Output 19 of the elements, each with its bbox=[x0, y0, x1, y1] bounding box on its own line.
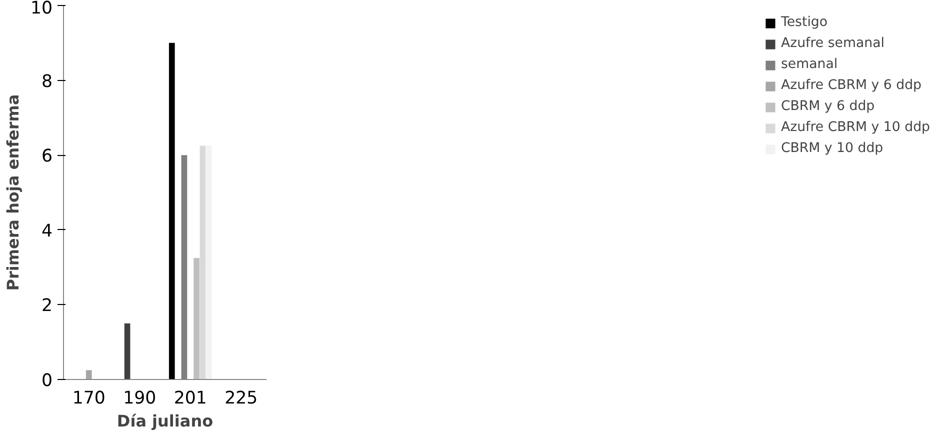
legend-label: CBRM y 6 ddp bbox=[780, 99, 875, 114]
y-tick-label: 6 bbox=[41, 146, 53, 167]
y-tick-label: 0 bbox=[41, 371, 53, 391]
x-tick-label: 201 bbox=[174, 388, 207, 408]
y-tick-label: 8 bbox=[41, 72, 53, 92]
legend-label: Azufre CBRM y 10 ddp bbox=[780, 120, 930, 135]
legend-label: Testigo bbox=[780, 15, 828, 30]
y-axis-title: Primera hoja enferma bbox=[3, 94, 22, 291]
legend-label: Azufre CBRM y 6 ddp bbox=[780, 78, 922, 93]
legend-label: semanal bbox=[780, 57, 838, 72]
y-tick-label: 10 bbox=[30, 0, 53, 18]
x-tick-label: 190 bbox=[123, 388, 156, 408]
x-axis-title: Día juliano bbox=[116, 412, 214, 430]
y-tick-label: 2 bbox=[41, 296, 53, 316]
x-tick-label: 170 bbox=[72, 388, 106, 408]
x-tick-label: 225 bbox=[224, 388, 258, 408]
y-tick-label: 4 bbox=[41, 221, 53, 242]
legend-label: CBRM y 10 ddp bbox=[780, 141, 884, 156]
legend-label: Azufre semanal bbox=[780, 36, 884, 51]
